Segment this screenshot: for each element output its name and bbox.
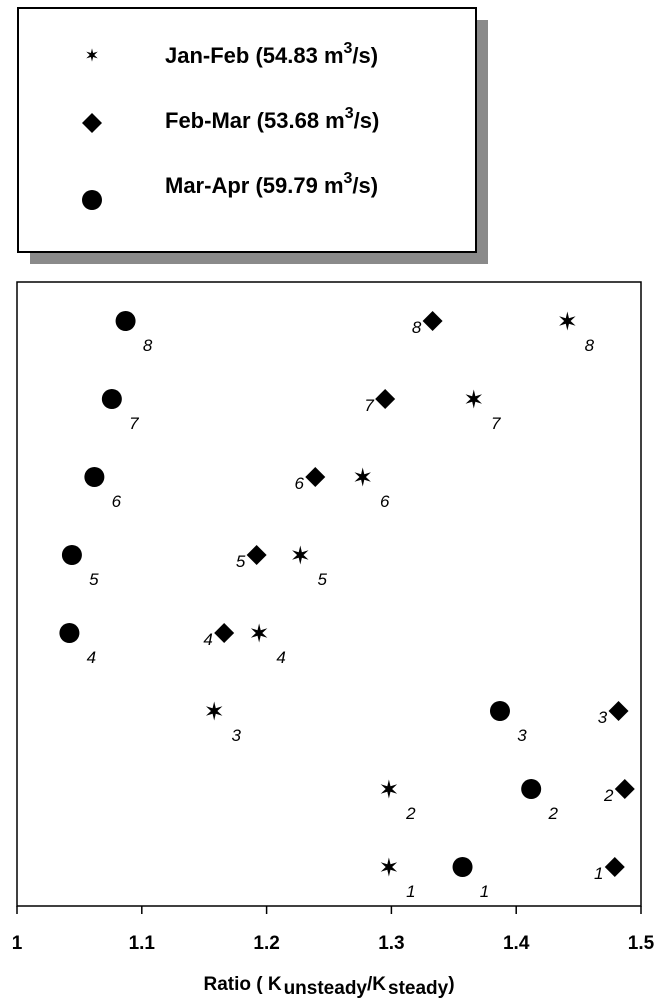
point-label-circle-1: 1 xyxy=(480,882,489,901)
point-label-diamond-5: 5 xyxy=(236,552,246,571)
x-tick-label: 1.5 xyxy=(628,933,655,954)
data-points: 1 2 3 4 5 6 7 8 1 2 3 4 5 6 7 8 1 2 3 4 5 6 7 8 xyxy=(59,311,635,901)
point-label-circle-8: 8 xyxy=(143,336,153,355)
point-diamond-1 xyxy=(604,857,625,877)
point-label-star-3: 3 xyxy=(231,726,241,745)
point-label-star-6: 6 xyxy=(380,492,390,511)
legend-marker-diamond xyxy=(82,113,102,133)
point-label-diamond-6: 6 xyxy=(295,474,305,493)
point-diamond-4 xyxy=(214,623,235,643)
point-label-diamond-8: 8 xyxy=(412,318,422,337)
x-tick-label: 1.4 xyxy=(503,933,530,954)
point-label-diamond-3: 3 xyxy=(598,708,608,727)
point-label-star-1: 1 xyxy=(406,882,415,901)
point-label-diamond-4: 4 xyxy=(203,630,212,649)
point-label-circle-3: 3 xyxy=(517,726,527,745)
point-label-circle-6: 6 xyxy=(112,492,122,511)
point-diamond-3 xyxy=(608,701,629,721)
legend-marker-circle xyxy=(82,190,102,210)
legend-text-jan-feb: Jan-Feb (54.83 m3/s) xyxy=(165,40,378,68)
plot-area xyxy=(16,281,642,907)
point-label-circle-7: 7 xyxy=(129,414,139,433)
x-tick-label: 1.1 xyxy=(129,933,156,954)
point-star-4 xyxy=(250,623,268,643)
point-circle-3 xyxy=(489,701,510,721)
x-axis-ticks xyxy=(16,906,642,914)
point-label-star-4: 4 xyxy=(276,648,285,667)
point-label-circle-4: 4 xyxy=(87,648,96,667)
point-diamond-2 xyxy=(614,779,635,799)
point-circle-7 xyxy=(101,389,122,409)
point-label-diamond-2: 2 xyxy=(603,786,614,805)
point-label-diamond-1: 1 xyxy=(594,864,603,883)
x-tick-label: 1.2 xyxy=(253,933,279,954)
point-diamond-8 xyxy=(422,311,443,331)
legend-markers xyxy=(82,48,102,210)
point-label-circle-2: 2 xyxy=(547,804,558,823)
point-label-star-2: 2 xyxy=(405,804,416,823)
point-star-8 xyxy=(559,311,576,331)
point-circle-4 xyxy=(59,623,80,643)
point-diamond-6 xyxy=(305,467,326,487)
point-circle-8 xyxy=(115,311,136,331)
point-circle-5 xyxy=(61,545,82,565)
point-circle-6 xyxy=(84,467,105,487)
point-star-5 xyxy=(292,545,309,565)
point-label-circle-5: 5 xyxy=(89,570,99,589)
x-tick-label: 1 xyxy=(12,933,23,954)
point-star-2 xyxy=(380,779,398,799)
point-star-1 xyxy=(380,857,398,877)
point-label-star-5: 5 xyxy=(318,570,328,589)
point-label-diamond-7: 7 xyxy=(364,396,374,415)
point-star-6 xyxy=(354,467,371,487)
point-star-7 xyxy=(465,389,482,409)
point-circle-1 xyxy=(452,857,473,877)
x-axis-tick-labels: 1 1.1 1.2 1.3 1.4 1.5 xyxy=(12,933,655,954)
point-label-star-7: 7 xyxy=(491,414,501,433)
legend-marker-star xyxy=(86,48,98,62)
legend-text-mar-apr: Mar-Apr (59.79 m3/s) xyxy=(165,170,378,198)
point-diamond-7 xyxy=(375,389,396,409)
legend: Jan-Feb (54.83 m3/s) Feb-Mar (53.68 m3/s… xyxy=(17,7,488,264)
x-tick-label: 1.3 xyxy=(378,933,404,954)
point-label-star-8: 8 xyxy=(585,336,595,355)
point-circle-2 xyxy=(521,779,542,799)
legend-text-feb-mar: Feb-Mar (53.68 m3/s) xyxy=(165,105,379,133)
point-diamond-5 xyxy=(246,545,267,565)
point-star-3 xyxy=(205,701,223,721)
